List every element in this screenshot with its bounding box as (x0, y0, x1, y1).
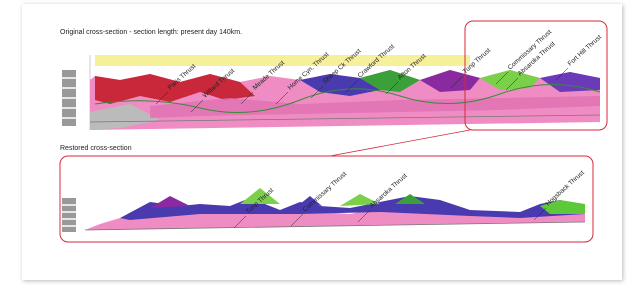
scale-bar (62, 198, 76, 232)
scale-bar (62, 70, 76, 126)
page: Original cross-section - section length:… (0, 0, 643, 286)
section-title: Restored cross-section (60, 145, 132, 152)
section-title: Original cross-section - section length:… (60, 29, 242, 36)
